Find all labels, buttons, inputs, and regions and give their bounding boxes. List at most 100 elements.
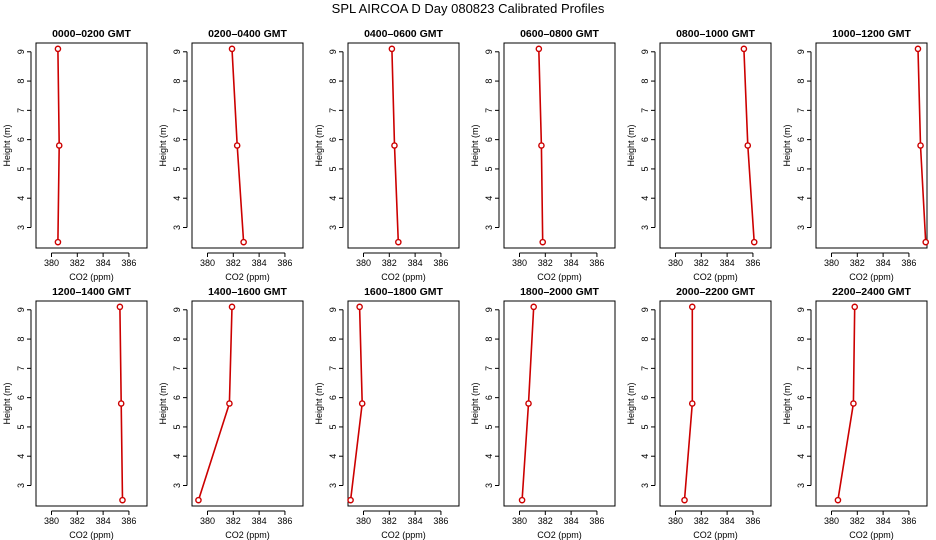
y-tick-label: 7: [328, 108, 338, 113]
plot-frame: [659, 42, 772, 249]
x-tick-label: 380: [512, 258, 527, 268]
data-point: [228, 303, 236, 311]
panel-title: 1000–1200 GMT: [832, 28, 911, 40]
x-tick-label: 382: [694, 258, 709, 268]
y-tick-label: 3: [640, 483, 650, 488]
data-point: [518, 496, 526, 504]
x-tick-label: 380: [824, 516, 839, 526]
y-tick-label: 5: [796, 166, 806, 171]
data-point: [240, 238, 247, 246]
y-tick-label: 4: [172, 196, 182, 201]
y-tick-label: 4: [16, 196, 26, 201]
y-tick-label: 5: [328, 424, 338, 429]
plot-frame: [503, 300, 616, 507]
x-tick-label: 384: [876, 516, 891, 526]
x-tick-label: 382: [694, 516, 709, 526]
y-tick-label: 5: [172, 166, 182, 171]
data-point: [850, 400, 857, 407]
y-tick-label: 9: [328, 49, 338, 54]
x-tick-label: 386: [121, 516, 136, 526]
y-axis-label: Height (m): [314, 124, 324, 166]
x-tick-label: 386: [745, 516, 760, 526]
y-tick-label: 7: [640, 366, 650, 371]
data-point: [740, 45, 748, 53]
x-axis-label: CO2 (ppm): [693, 272, 738, 282]
x-tick-label: 384: [876, 258, 891, 268]
y-tick-label: 7: [172, 366, 182, 371]
y-tick-label: 7: [796, 108, 806, 113]
y-tick-label: 6: [172, 395, 182, 400]
y-tick-label: 5: [172, 424, 182, 429]
x-tick-label: 386: [589, 258, 604, 268]
y-tick-label: 9: [172, 49, 182, 54]
x-axis-label: CO2 (ppm): [849, 530, 894, 540]
y-axis-label: Height (m): [2, 124, 12, 166]
x-tick-label: 386: [901, 516, 916, 526]
x-tick-label: 384: [96, 516, 111, 526]
x-axis-label: CO2 (ppm): [69, 530, 114, 540]
x-tick-label: 386: [433, 258, 448, 268]
y-tick-label: 7: [484, 108, 494, 113]
y-tick-label: 3: [172, 225, 182, 230]
y-tick-label: 9: [484, 307, 494, 312]
data-point: [356, 303, 363, 311]
data-point: [538, 142, 545, 149]
y-tick-label: 5: [484, 424, 494, 429]
panel: 1800–2000 GMT 380 382 384 386 CO2 (ppm) 3 4 5 6 7 8…: [470, 286, 616, 540]
plot-frame: [191, 42, 304, 249]
plot-frame: [815, 42, 928, 249]
y-tick-label: 9: [328, 307, 338, 312]
y-tick-label: 4: [640, 196, 650, 201]
x-tick-label: 386: [589, 516, 604, 526]
x-tick-label: 384: [96, 258, 111, 268]
x-tick-label: 382: [382, 516, 397, 526]
y-axis-label: Height (m): [2, 382, 12, 424]
x-tick-label: 384: [564, 258, 579, 268]
data-point: [54, 238, 62, 246]
y-tick-label: 9: [172, 307, 182, 312]
y-tick-label: 7: [16, 366, 26, 371]
y-axis-label: Height (m): [158, 382, 168, 424]
x-axis-label: CO2 (ppm): [849, 272, 894, 282]
panel: 2200–2400 GMT 380 382 384 386 CO2 (ppm) 3 4 5 6 7 8…: [782, 286, 928, 540]
y-tick-label: 8: [796, 79, 806, 84]
panel-title: 0600–0800 GMT: [520, 28, 599, 40]
x-tick-label: 384: [720, 258, 735, 268]
y-tick-label: 9: [640, 307, 650, 312]
plot-frame: [503, 42, 616, 249]
y-tick-label: 5: [640, 166, 650, 171]
x-tick-label: 382: [226, 516, 241, 526]
y-tick-label: 7: [16, 108, 26, 113]
x-axis-label: CO2 (ppm): [381, 530, 426, 540]
y-tick-label: 8: [640, 337, 650, 342]
x-axis-label: CO2 (ppm): [381, 272, 426, 282]
panel-title: 2200–2400 GMT: [832, 286, 911, 298]
y-tick-label: 9: [640, 49, 650, 54]
panel-title: 1400–1600 GMT: [208, 286, 287, 298]
x-tick-label: 380: [512, 516, 527, 526]
data-point: [914, 45, 922, 53]
x-tick-label: 382: [538, 258, 553, 268]
panel-title: 0400–0600 GMT: [364, 28, 443, 40]
y-axis-label: Height (m): [314, 382, 324, 424]
y-tick-label: 3: [796, 225, 806, 230]
plot-frame: [35, 42, 148, 249]
y-tick-label: 8: [328, 337, 338, 342]
y-axis-label: Height (m): [158, 124, 168, 166]
y-tick-label: 3: [16, 483, 26, 488]
panel-title: 1600–1800 GMT: [364, 286, 443, 298]
panel: 0400–0600 GMT 380 382 384 386 CO2 (ppm) 3 4 5 6 7 8…: [314, 28, 460, 282]
y-tick-label: 9: [16, 49, 26, 54]
y-tick-label: 8: [484, 337, 494, 342]
y-tick-label: 8: [172, 79, 182, 84]
data-point: [347, 496, 354, 504]
x-tick-label: 382: [850, 516, 865, 526]
x-tick-label: 382: [226, 258, 241, 268]
x-tick-label: 382: [538, 516, 553, 526]
y-tick-label: 5: [484, 166, 494, 171]
y-tick-label: 4: [16, 454, 26, 459]
panel-title: 0000–0200 GMT: [52, 28, 131, 40]
y-tick-label: 6: [640, 395, 650, 400]
x-tick-label: 380: [356, 258, 371, 268]
x-tick-label: 384: [720, 516, 735, 526]
